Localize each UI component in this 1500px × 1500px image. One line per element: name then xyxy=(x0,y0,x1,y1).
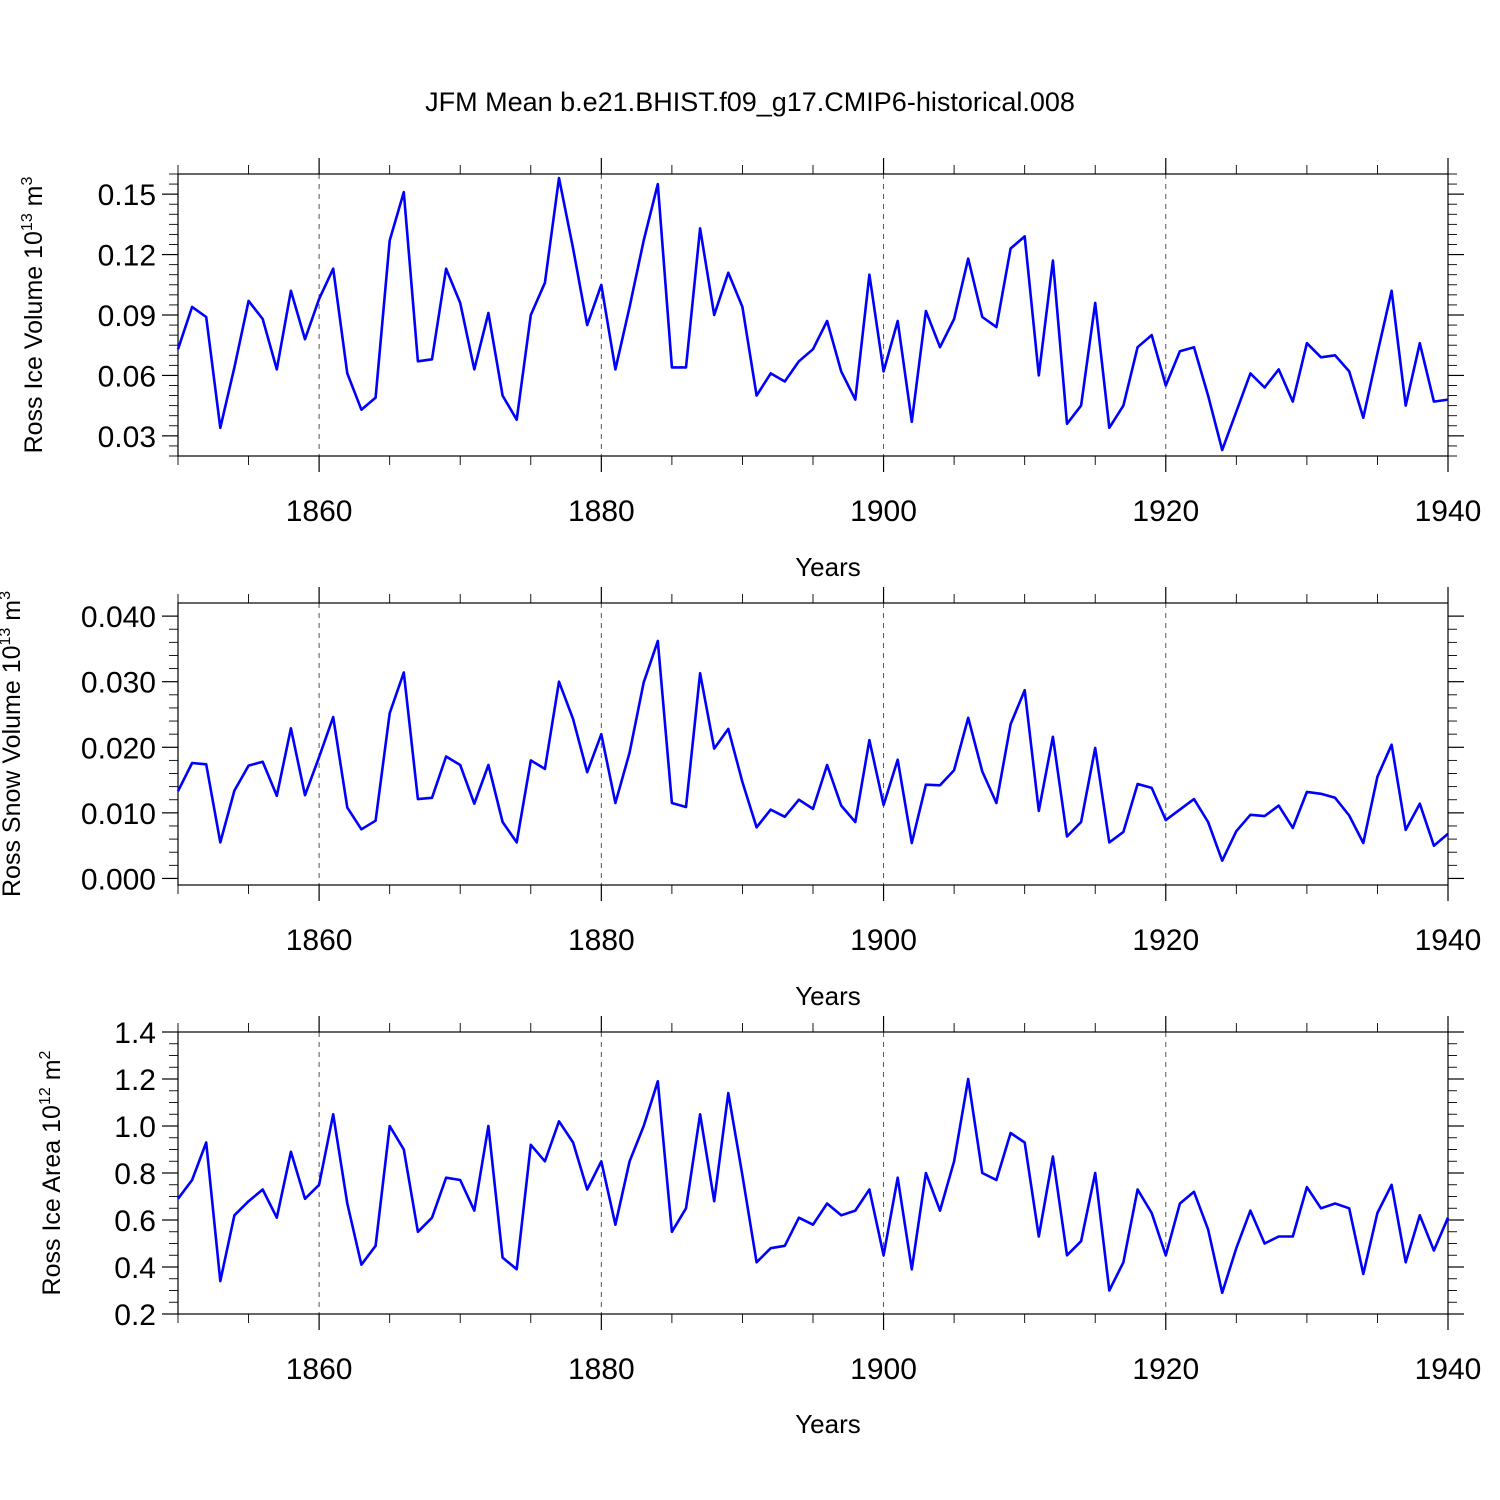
plot-frame xyxy=(177,173,1449,457)
panel-1: 1860 1880 1900 1920 1940 0.03 0.06 0.09 0.12 0.15… xyxy=(19,158,1481,582)
y-tick-label: 0.15 xyxy=(98,179,156,212)
y-tick-label: 0.6 xyxy=(114,1205,156,1238)
y-tick-label: 0.010 xyxy=(81,798,156,831)
x-axis-label: Years xyxy=(795,981,861,1011)
y-tick-label: 1.0 xyxy=(114,1111,156,1144)
x-tick-label: 1920 xyxy=(1132,924,1199,957)
y-axis-label-main: Ross Ice Volume 10 xyxy=(20,231,48,453)
x-tick-label: 1900 xyxy=(850,924,917,957)
y-axis-label-sup1: 13 xyxy=(19,213,36,231)
y-tick-label: 0.030 xyxy=(81,667,156,700)
y-axis-label-sup2: 3 xyxy=(19,176,36,185)
panel-2: 1860 1880 1900 1920 1940 0.000 0.010 0.020 0.030… xyxy=(0,587,1481,1011)
y-tick-label: 0.12 xyxy=(98,240,156,273)
series-line-1 xyxy=(176,176,1449,452)
x-tick-label: 1940 xyxy=(1415,924,1482,957)
y-tick-label: 1.4 xyxy=(114,1017,156,1050)
y-tick-label: 0.000 xyxy=(81,863,156,896)
series-line-2 xyxy=(176,639,1449,863)
y-axis-label-sup1: 12 xyxy=(37,1087,54,1105)
y-tick-label: 0.020 xyxy=(81,732,156,765)
x-tick-label: 1860 xyxy=(286,924,353,957)
y-axis-label-main: Ross Ice Area 10 xyxy=(38,1105,66,1295)
y-tick-label: 0.040 xyxy=(81,601,156,634)
y-tick-label: 0.03 xyxy=(98,421,156,454)
y-axis-label-sup2: 3 xyxy=(0,591,14,600)
y-axis-label: Ross Ice Volume 1013 m3 xyxy=(19,176,48,453)
x-tick-label: 1920 xyxy=(1132,1353,1199,1386)
y-tick-label: 0.8 xyxy=(114,1158,156,1191)
y-tick-label: 0.2 xyxy=(114,1299,156,1332)
x-axis-label: Years xyxy=(795,552,861,582)
y-axis-label-sup1: 13 xyxy=(0,628,14,646)
x-tick-label: 1940 xyxy=(1415,495,1482,528)
x-tick-label: 1920 xyxy=(1132,495,1199,528)
x-tick-label: 1900 xyxy=(850,1353,917,1386)
y-tick-label: 0.4 xyxy=(114,1252,156,1285)
y-axis-label-mid: m xyxy=(38,1059,66,1087)
x-tick-label: 1860 xyxy=(286,495,353,528)
plot-frame xyxy=(177,602,1449,886)
y-axis-label-mid: m xyxy=(0,600,26,628)
y-tick-label: 0.06 xyxy=(98,360,156,393)
x-tick-label: 1880 xyxy=(568,495,635,528)
y-axis-label-sup2: 2 xyxy=(37,1050,54,1059)
plot-frame xyxy=(177,1031,1449,1315)
y-axis-label: Ross Ice Area 1012 m2 xyxy=(37,1050,66,1295)
series-line-3 xyxy=(176,1077,1450,1295)
y-tick-label: 0.09 xyxy=(98,300,156,333)
x-tick-label: 1860 xyxy=(286,1353,353,1386)
y-tick-label: 1.2 xyxy=(114,1064,156,1097)
y-axis-label-mid: m xyxy=(20,185,48,213)
x-tick-label: 1880 xyxy=(568,924,635,957)
x-axis-label: Years xyxy=(795,1409,861,1439)
x-tick-label: 1880 xyxy=(568,1353,635,1386)
panel-3: 1860 1880 1900 1920 1940 0.2 0.4 0.6 0.8 1.0 1.2 1.… xyxy=(37,1016,1481,1439)
y-axis-label: Ross Snow Volume 1013 m3 xyxy=(0,591,26,897)
x-tick-label: 1940 xyxy=(1415,1353,1482,1386)
y-axis-label-main: Ross Snow Volume 10 xyxy=(0,645,26,897)
chart-title: JFM Mean b.e21.BHIST.f09_g17.CMIP6-histo… xyxy=(425,87,1075,117)
x-tick-label: 1900 xyxy=(850,495,917,528)
